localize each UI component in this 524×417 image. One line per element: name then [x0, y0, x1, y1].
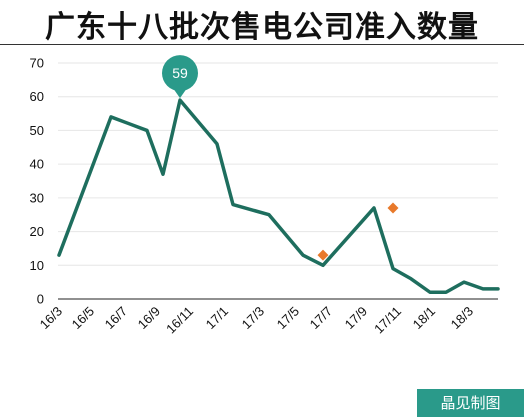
chart-title: 广东十八批次售电公司准入数量 [45, 10, 479, 45]
y-tick-label: 0 [37, 292, 44, 307]
data-point [428, 290, 432, 294]
x-tick-label: 16/9 [135, 304, 164, 333]
data-point [391, 267, 395, 271]
source-badge: 晶见制图 [417, 389, 524, 417]
data-point [462, 280, 466, 284]
y-tick-label: 20 [30, 224, 44, 239]
data-point [321, 263, 325, 267]
y-tick-label: 40 [30, 157, 44, 172]
y-tick-label: 70 [30, 56, 44, 71]
y-tick-label: 50 [30, 123, 44, 138]
data-point [215, 142, 219, 146]
highlight-marker [317, 249, 329, 261]
data-point [409, 277, 413, 281]
data-point [444, 290, 448, 294]
x-tick-label: 16/5 [69, 304, 98, 333]
data-point [481, 287, 485, 291]
data-point [178, 98, 182, 102]
x-tick-label: 18/1 [410, 304, 439, 333]
data-point [57, 253, 61, 257]
y-tick-label: 30 [30, 190, 44, 205]
data-point [231, 203, 235, 207]
data-point [372, 206, 376, 210]
x-tick-label: 16/11 [163, 304, 196, 337]
data-point [161, 172, 165, 176]
x-tick-label: 17/9 [342, 304, 371, 333]
x-tick-label: 17/1 [203, 304, 232, 333]
data-point [496, 287, 500, 291]
callout-label: 59 [172, 65, 188, 81]
data-point [145, 128, 149, 132]
data-point [109, 115, 113, 119]
data-point [301, 253, 305, 257]
x-tick-label: 17/3 [239, 304, 268, 333]
x-tick-label: 17/11 [371, 304, 404, 337]
x-tick-label: 18/3 [448, 304, 477, 333]
highlight-marker [387, 202, 399, 214]
y-tick-label: 10 [30, 258, 44, 273]
x-tick-label: 16/7 [102, 304, 131, 333]
series-line [57, 98, 500, 295]
y-tick-label: 60 [30, 89, 44, 104]
x-tick-label: 17/5 [274, 304, 303, 333]
x-tick-label: 17/7 [307, 304, 336, 333]
callout-bubble [162, 55, 198, 92]
title-divider [0, 44, 524, 45]
x-tick-label: 16/3 [37, 304, 66, 333]
data-point [267, 213, 271, 217]
